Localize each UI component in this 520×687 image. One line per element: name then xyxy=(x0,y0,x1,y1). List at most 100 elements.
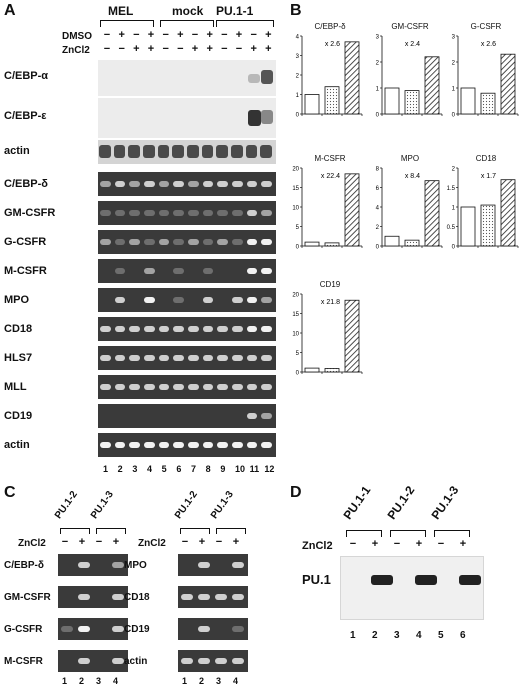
group-mock: mock xyxy=(172,4,204,18)
lane-number-a-8: 8 xyxy=(205,464,211,474)
lane-number-a-9: 9 xyxy=(220,464,226,474)
dmso-sign-4: + xyxy=(147,29,155,41)
dmso-sign-10: + xyxy=(235,29,243,41)
chart-title-2: G-CSFR xyxy=(470,22,502,31)
dmso-sign-3: − xyxy=(133,29,140,41)
chart-title-1: GM-CSFR xyxy=(391,22,429,31)
chart-3-fold-annotation: x 22.4 xyxy=(321,173,340,180)
chart-4-bar-2 xyxy=(424,180,440,247)
dmso-sign-7: − xyxy=(191,29,199,41)
panelc-right-gel-0 xyxy=(178,554,248,576)
bracket-pu11 xyxy=(216,20,274,27)
paneld-western-blot xyxy=(340,556,484,620)
chart-svg-1: 0 1 2 3 x 2.4 xyxy=(376,35,443,119)
chart-5-bar-2 xyxy=(500,179,516,247)
panelc-right-sign-0: − xyxy=(181,536,189,548)
rtpcr-label-1: GM-CSFR xyxy=(4,207,56,219)
chart-2-bar-1 xyxy=(480,92,496,115)
chart-5-bar-0 xyxy=(460,206,476,247)
group-pu11: PU.1-1 xyxy=(216,4,254,18)
panelc-left-sign-3: + xyxy=(112,536,120,548)
rtpcr-gel-4 xyxy=(98,288,276,312)
paneld-sign-3: + xyxy=(415,538,423,550)
chart-0-ytick-label-1: 1 xyxy=(296,93,300,99)
chart-0-bar-2 xyxy=(344,41,360,115)
chart-4-ytick-label-2: 4 xyxy=(376,206,380,212)
panelc-left-sign-0: − xyxy=(61,536,69,548)
chart-3-ytick-label-1: 5 xyxy=(296,225,300,231)
chart-3: M-CSFR 0 5 10 15 20 x 22.4 xyxy=(290,154,372,264)
paneld-sign-0: − xyxy=(349,538,357,550)
paneld-bracket-2 xyxy=(434,530,470,537)
chart-4-fold-annotation: x 8.4 xyxy=(405,173,420,180)
chart-3-ytick-label-4: 20 xyxy=(292,167,299,173)
panelc-right-lane-3: 4 xyxy=(233,676,239,686)
rtpcr-gel-0 xyxy=(98,172,276,196)
chart-1-ytick-label-2: 2 xyxy=(376,61,380,67)
panelc-right-gel-1 xyxy=(178,586,248,608)
panelc-left-gel-0 xyxy=(58,554,128,576)
rtpcr-gel-5 xyxy=(98,317,276,341)
panelc-left-label-2: G-CSFR xyxy=(4,624,43,635)
dmso-sign-6: + xyxy=(177,29,184,41)
chart-5-ytick-label-1: 0.5 xyxy=(447,225,456,231)
lane-number-a-6: 6 xyxy=(176,464,182,474)
zncl2-sign-11: + xyxy=(250,43,257,55)
lane-number-a-11: 11 xyxy=(249,464,260,474)
paneld-lane-4: 5 xyxy=(438,630,444,641)
panelc-left-lane-3: 4 xyxy=(113,676,119,686)
paneld-sign-2: − xyxy=(393,538,401,550)
rtpcr-gel-1 xyxy=(98,201,276,225)
paneld-sign-5: + xyxy=(459,538,467,550)
lane-number-a-7: 7 xyxy=(191,464,197,474)
panel-b-label: B xyxy=(290,2,302,19)
chart-4-ytick-label-4: 8 xyxy=(376,167,380,173)
panelc-right-clone-1: PU.1-3 xyxy=(208,489,236,521)
panelc-left-label-0: C/EBP-δ xyxy=(4,560,44,571)
rtpcr-label-0: C/EBP-δ xyxy=(4,178,48,190)
zncl2-sign-1: − xyxy=(103,43,111,55)
paneld-sign-4: − xyxy=(437,538,445,550)
chart-0: C/EBP-δ 0 1 2 3 4 x 2.6 xyxy=(290,22,372,132)
panel-c-label: C xyxy=(4,484,16,501)
zncl2-sign-3: + xyxy=(133,43,140,55)
panelc-left-label-3: M-CSFR xyxy=(4,656,43,667)
chart-title-5: CD18 xyxy=(475,154,497,163)
chart-5-ytick-label-4: 2 xyxy=(452,167,456,173)
chart-6-fold-annotation: x 21.8 xyxy=(321,299,340,306)
zncl2-sign-5: − xyxy=(162,43,169,55)
chart-5-fold-annotation: x 1.7 xyxy=(481,173,496,180)
panelc-left-treatment: ZnCl2 xyxy=(18,538,46,549)
northern-label-1: C/EBP-ε xyxy=(4,110,47,122)
chart-6-ytick-label-0: 0 xyxy=(296,371,300,377)
paneld-lane-5: 6 xyxy=(460,630,466,641)
bracket-mock xyxy=(160,20,214,27)
chart-6-ytick-label-4: 20 xyxy=(292,293,299,299)
panelc-left-gel-2 xyxy=(58,618,128,640)
panelc-left-bracket-0 xyxy=(60,528,90,534)
paneld-lane-2: 3 xyxy=(394,630,400,641)
rtpcr-label-8: CD19 xyxy=(4,410,33,422)
panelc-right-sign-1: + xyxy=(198,536,206,548)
chart-0-ytick-label-0: 0 xyxy=(296,113,300,119)
rtpcr-label-6: HLS7 xyxy=(4,352,33,364)
chart-6-ytick-label-3: 15 xyxy=(292,312,299,318)
panel-a-label: A xyxy=(4,2,16,19)
panelc-right-label-1: CD18 xyxy=(124,592,150,603)
panelc-right-gel-3 xyxy=(178,650,248,672)
lane-number-a-10: 10 xyxy=(235,464,246,474)
zncl2-sign-10: − xyxy=(235,43,243,55)
paneld-clone-2: PU.1-3 xyxy=(428,483,462,522)
panelc-left-gel-1 xyxy=(58,586,128,608)
lane-numbers-a: 1 2 3 4 5 6 7 8 9 10 11 12 xyxy=(100,464,276,476)
zncl2-sign-2: − xyxy=(118,43,125,55)
zncl2-sign-8: + xyxy=(206,43,213,55)
paneld-lane-3: 4 xyxy=(416,630,422,641)
panelc-right-clone-0: PU.1-2 xyxy=(172,489,200,521)
chart-0-ytick-label-4: 4 xyxy=(296,35,300,41)
rtpcr-label-3: M-CSFR xyxy=(4,265,47,277)
chart-1-fold-annotation: x 2.4 xyxy=(405,41,420,48)
chart-4-ytick-label-3: 6 xyxy=(376,186,380,192)
rtpcr-label-7: MLL xyxy=(4,381,27,393)
chart-svg-3: 0 5 10 15 20 x 22.4 xyxy=(292,167,363,251)
